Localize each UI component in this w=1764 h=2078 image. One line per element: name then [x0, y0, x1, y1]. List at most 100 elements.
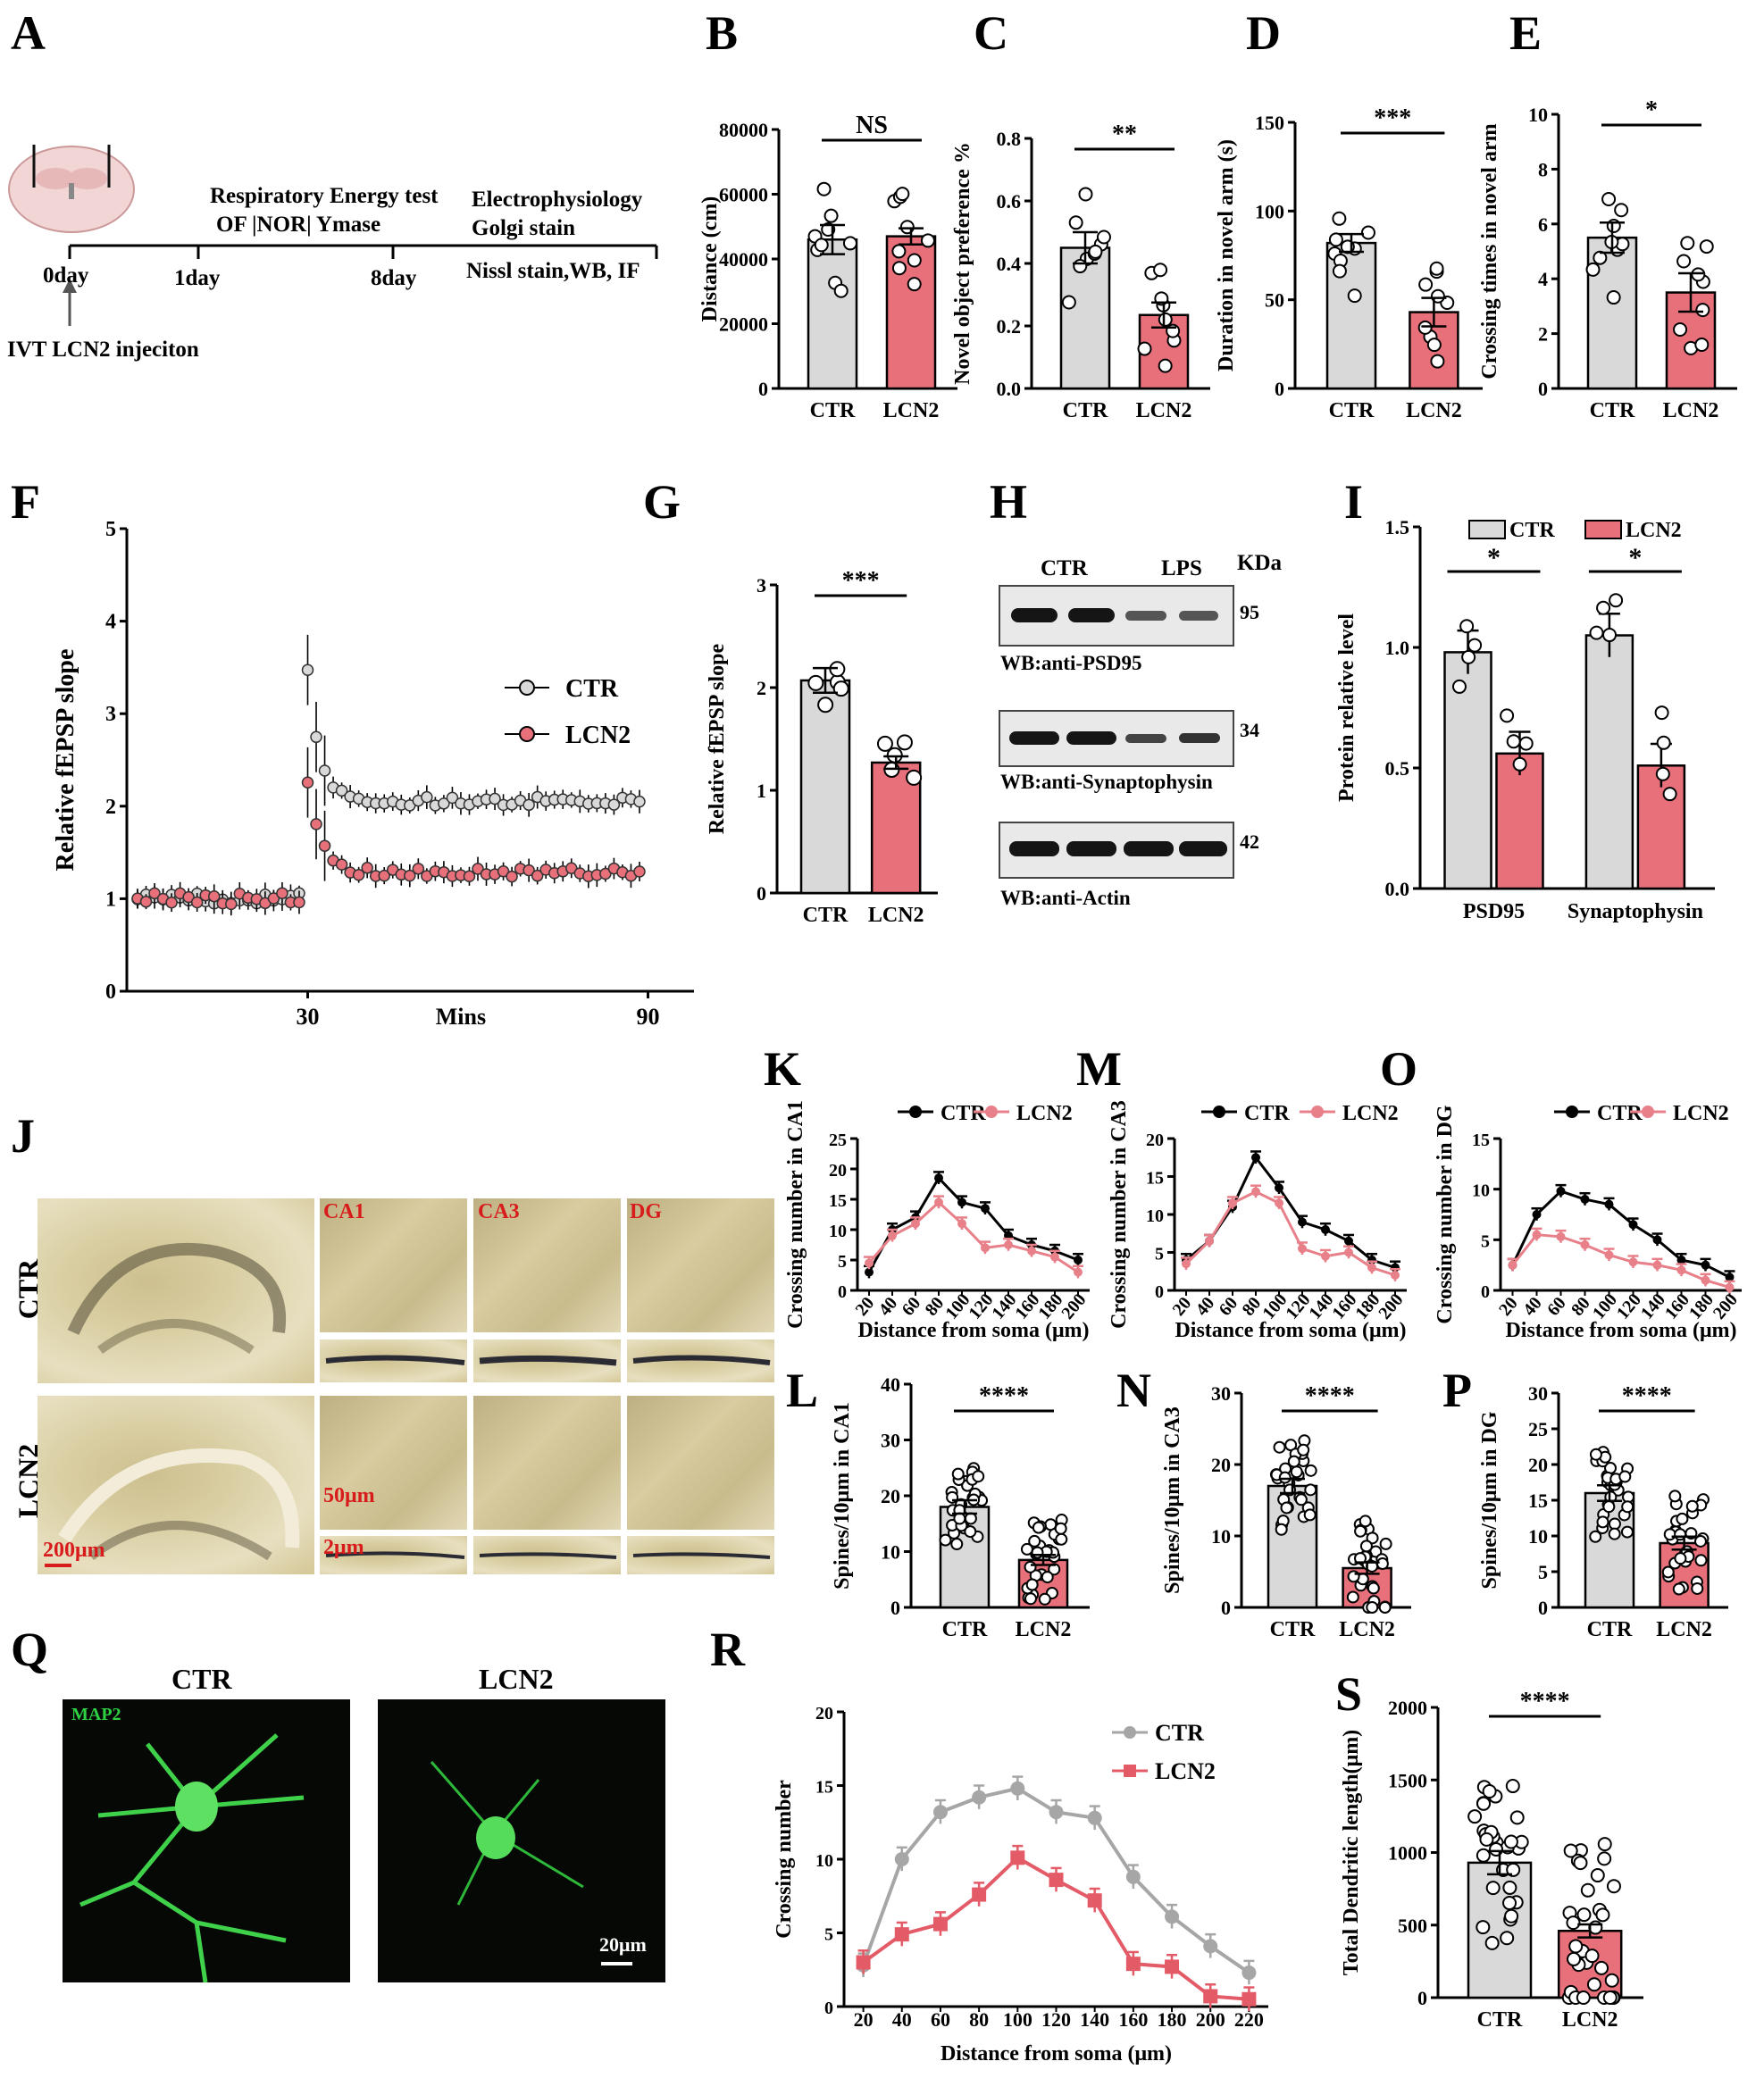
chart-b-point [920, 233, 935, 248]
chart-r-legend-marker [1124, 1726, 1136, 1739]
panel-label-r: R [710, 1623, 745, 1676]
chart-s-point [1595, 1907, 1610, 1923]
panel-label-m: M [1076, 1042, 1122, 1096]
chart-i-ytick-label: 0.0 [1385, 878, 1410, 900]
chart-r-legend-ctr: CTR [1155, 1720, 1204, 1746]
chart-f-ytick-label: 0 [105, 981, 116, 1004]
chart-s-sig-label: **** [1520, 1688, 1570, 1715]
chart-o-line-ctr [1511, 1189, 1731, 1279]
chart-o-point-lcn2 [1725, 1282, 1735, 1292]
chart-f-point-ctr [335, 784, 348, 797]
chart-l-ylabel: Spines/10μm in CA1 [831, 1402, 854, 1590]
chart-f-point-lcn2 [190, 896, 204, 909]
chart-o-point-lcn2 [1532, 1230, 1542, 1239]
chart-r-point-lcn2 [932, 1916, 948, 1932]
wb-mw-actin: 42 [1240, 830, 1259, 853]
chart-c-point [1061, 295, 1076, 310]
chart-b-sig-label: NS [856, 112, 888, 139]
chart-e-ytick-label: 10 [1528, 104, 1548, 126]
wb-mw-synaptophysin: 34 [1240, 719, 1259, 741]
chart-s-point [1476, 1796, 1492, 1811]
chart-s-point [1502, 1896, 1517, 1911]
chart-r-xtick-120: 120 [1041, 2008, 1071, 2031]
chart-k-ylabel: Crossing number in CA1 [784, 1100, 807, 1329]
chart-g-ytick-label: 1 [757, 780, 766, 802]
chart-k-xlabel: Distance from soma (μm) [857, 1319, 1089, 1342]
chart-e-point [1695, 303, 1710, 318]
chart-n-point [1278, 1471, 1292, 1484]
chart-e-ytick-label: 6 [1538, 213, 1548, 236]
chart-l-point [1024, 1592, 1037, 1606]
chart-p-point [1694, 1554, 1708, 1567]
chart-s-point [1568, 1939, 1584, 1954]
chart-s-point [1506, 1862, 1521, 1877]
chart-l-point [1025, 1578, 1039, 1591]
chart-o-ytick-label: 0 [1481, 1282, 1490, 1302]
chart-s-point [1597, 1851, 1612, 1866]
timeline-end-line2: Golgi stain [472, 216, 575, 240]
wb-blot-synaptophysin [999, 710, 1234, 767]
chart-c-xlabel-ctr: CTR [1063, 399, 1108, 422]
chart-o-line-lcn2 [1511, 1233, 1730, 1289]
chart-r-xtick-60: 60 [931, 2008, 950, 2031]
chart-s-point [1502, 1880, 1517, 1895]
chart-r-ytick-label: 5 [824, 1925, 833, 1945]
brain-icon [8, 145, 135, 233]
chart-o-legend-ctr: CTR [1597, 1102, 1643, 1125]
chart-i-point [1656, 735, 1671, 750]
chart-i-point [1655, 766, 1670, 781]
chart-b-ytick-label: 60000 [719, 184, 768, 206]
chart-n-point [1359, 1540, 1373, 1553]
chart-f-ytick-label: 4 [105, 611, 116, 634]
chart-l-xlabel-lcn2: LCN2 [1016, 1618, 1072, 1641]
chart-s-point [1580, 1882, 1595, 1898]
chart-f-point-lcn2 [207, 889, 221, 903]
chart-f-point-lcn2 [404, 869, 416, 882]
chart-r-point-lcn2 [972, 1887, 987, 1902]
chart-e-point [1614, 203, 1629, 218]
chart-f-legend-ctr: CTR [565, 675, 619, 703]
chart-c-sig-label: ** [1112, 121, 1137, 148]
chart-o-legend-marker [1566, 1106, 1578, 1118]
chart-d-ytick-label: 150 [1255, 112, 1284, 134]
chart-e-point [1699, 239, 1714, 255]
chart-i-point [1459, 619, 1475, 634]
chart-r-ytick-label: 10 [815, 1851, 833, 1871]
panel-label-n: N [1116, 1364, 1151, 1417]
chart-s-ylabel: Total Dendritic length(μm) [1340, 1730, 1363, 1975]
chart-n-ytick-label: 10 [1211, 1525, 1231, 1548]
timeline-day1: 1day [174, 266, 221, 290]
chart-e-point [1673, 321, 1688, 337]
chart-s-point [1476, 1848, 1491, 1863]
chart-m-line-ctr [1185, 1155, 1396, 1269]
chart-n-ylabel: Spines/10μm in CA3 [1161, 1406, 1184, 1594]
chart-f-ytick-label: 5 [105, 518, 116, 541]
chart-f-point-lcn2 [506, 870, 518, 883]
chart-k-point-ctr [957, 1198, 966, 1207]
timeline-panel: 0day 1day 8day Respiratory Energy test O… [0, 134, 679, 375]
chart-p-point [1608, 1527, 1621, 1540]
chart-r-ytick-label: 15 [815, 1778, 833, 1798]
chart-s-point [1606, 1879, 1621, 1894]
chart-k-point-lcn2 [888, 1231, 897, 1240]
chart-i-point [1461, 649, 1476, 664]
panel-label-i: I [1344, 475, 1364, 529]
panel-label-e: E [1509, 6, 1542, 60]
chart-f-legend-marker [519, 680, 535, 696]
chart-o-point-ctr [1676, 1256, 1686, 1264]
chart-r-point-lcn2 [1125, 1957, 1141, 1972]
chart-g-ytick-label: 3 [757, 574, 766, 597]
chart-i-point [1506, 734, 1521, 749]
chart-r-point-ctr [1241, 1965, 1257, 1981]
chart-m-point-ctr [1344, 1236, 1353, 1246]
chart-r-legend-lcn2: LCN2 [1155, 1758, 1216, 1784]
chart-o-xlabel: Distance from soma (μm) [1505, 1319, 1736, 1342]
chart-p-point [1691, 1581, 1704, 1595]
chart-s-point [1479, 1832, 1494, 1847]
chart-d-bar-ctr [1325, 241, 1377, 390]
chart-k-legend-marker [909, 1106, 922, 1118]
chart-o-ylabel: Crossing number in DG [1434, 1105, 1457, 1324]
chart-s-point [1476, 1920, 1491, 1935]
